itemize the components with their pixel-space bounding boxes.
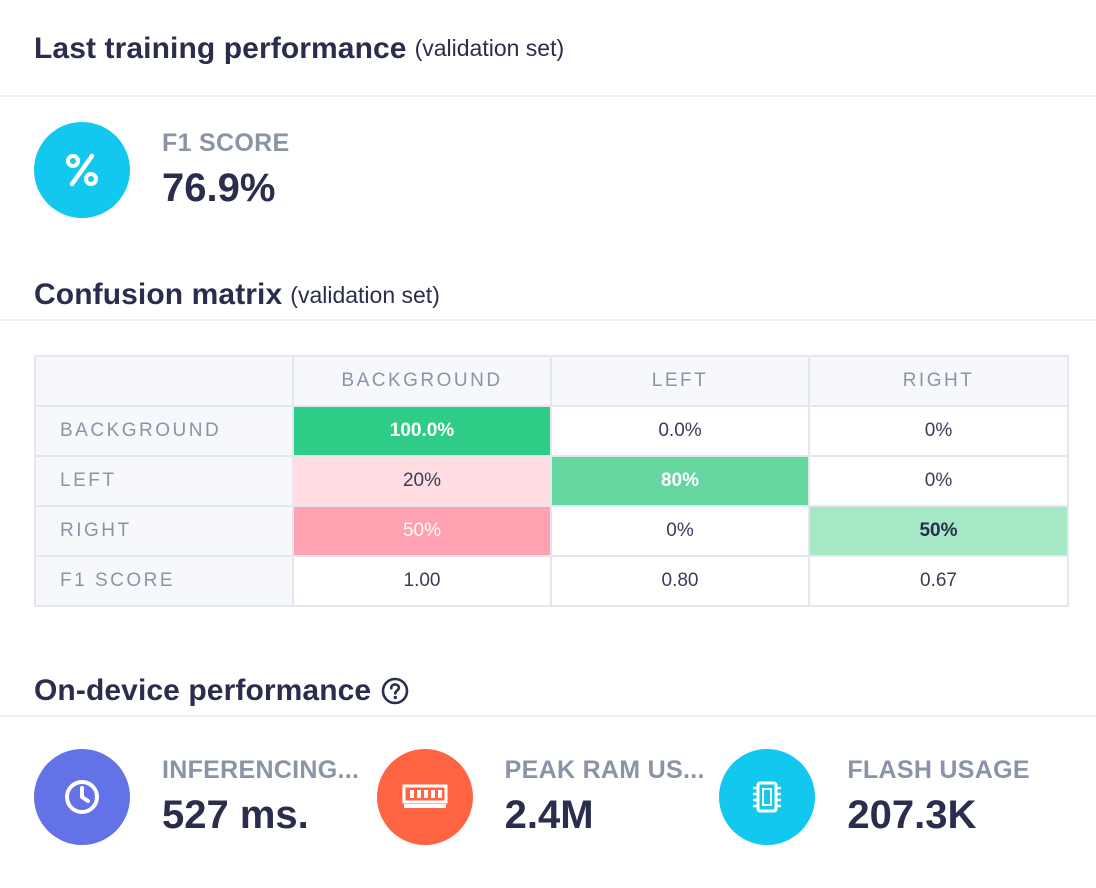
matrix-f1-row: F1 SCORE 1.00 0.80 0.67 [34,555,1069,607]
matrix-row: RIGHT 50% 0% 50% [34,505,1069,557]
confusion-matrix-wrap: BACKGROUND LEFT RIGHT BACKGROUND 100.0% … [0,321,1096,607]
matrix-header-row: BACKGROUND LEFT RIGHT [34,355,1069,407]
flash-usage-text: FLASH USAGE 207.3K [847,756,1029,838]
peak-ram-text: PEAK RAM US... 2.4M [505,756,705,838]
confusion-subtitle: (validation set) [290,281,440,308]
f1-score-row: F1 SCORE 76.9% [0,97,1096,259]
training-title: Last training performance [34,31,407,65]
matrix-cell: 1.00 [292,555,552,607]
matrix-cell: 0.67 [808,555,1069,607]
matrix-cell: 80% [550,455,810,507]
matrix-col-header: RIGHT [808,355,1069,407]
inferencing-metric: INFERENCING... 527 ms. [34,749,377,845]
clock-icon [34,749,130,845]
f1-score-metric: F1 SCORE 76.9% [34,122,289,218]
matrix-cell: 0% [808,455,1069,507]
matrix-cell: 0% [550,505,810,557]
f1-score-value: 76.9% [162,166,276,210]
matrix-col-header: BACKGROUND [292,355,552,407]
flash-usage-label: FLASH USAGE [847,756,1030,784]
inferencing-value: 527 ms. [162,793,309,837]
f1-score-label: F1 SCORE [162,129,290,157]
flash-usage-value: 207.3K [847,793,977,837]
flash-usage-metric: FLASH USAGE 207.3K [719,749,1062,845]
matrix-cell: 0.80 [550,555,810,607]
matrix-cell: 0% [808,405,1069,457]
matrix-cell: 0.0% [550,405,810,457]
training-header: Last training performance (validation se… [0,0,1096,97]
confusion-matrix: BACKGROUND LEFT RIGHT BACKGROUND 100.0% … [34,355,1069,607]
matrix-row-header: LEFT [34,455,294,507]
device-title: On-device performance [34,674,372,707]
confusion-header: Confusion matrix (validation set) [0,243,1096,321]
device-metrics-row: INFERENCING... 527 ms. PEAK RAM US... 2.… [0,717,1096,845]
inferencing-text: INFERENCING... 527 ms. [162,756,359,838]
matrix-row-header: BACKGROUND [34,405,294,457]
matrix-cell: 50% [808,505,1069,557]
device-header: On-device performance [0,645,1096,717]
peak-ram-value: 2.4M [504,793,594,837]
matrix-row-header: RIGHT [34,505,294,557]
ram-icon [376,749,473,845]
training-subtitle: (validation set) [414,35,565,61]
peak-ram-metric: PEAK RAM US... 2.4M [376,749,720,845]
f1-score-text: F1 SCORE 76.9% [162,129,289,211]
inferencing-label: INFERENCING... [162,756,360,784]
matrix-col-header: LEFT [550,355,810,407]
matrix-cell: 100.0% [292,405,552,457]
matrix-row: LEFT 20% 80% 0% [34,455,1069,507]
matrix-cell: 20% [292,455,552,507]
matrix-corner-cell [34,355,294,407]
matrix-row-header: F1 SCORE [34,555,294,607]
percent-icon [34,122,130,218]
matrix-row: BACKGROUND 100.0% 0.0% 0% [34,405,1069,457]
matrix-cell: 50% [292,505,552,557]
confusion-title: Confusion matrix [34,278,283,311]
help-circle-icon[interactable] [381,677,409,705]
peak-ram-label: PEAK RAM US... [504,756,705,784]
chip-icon [719,749,816,845]
